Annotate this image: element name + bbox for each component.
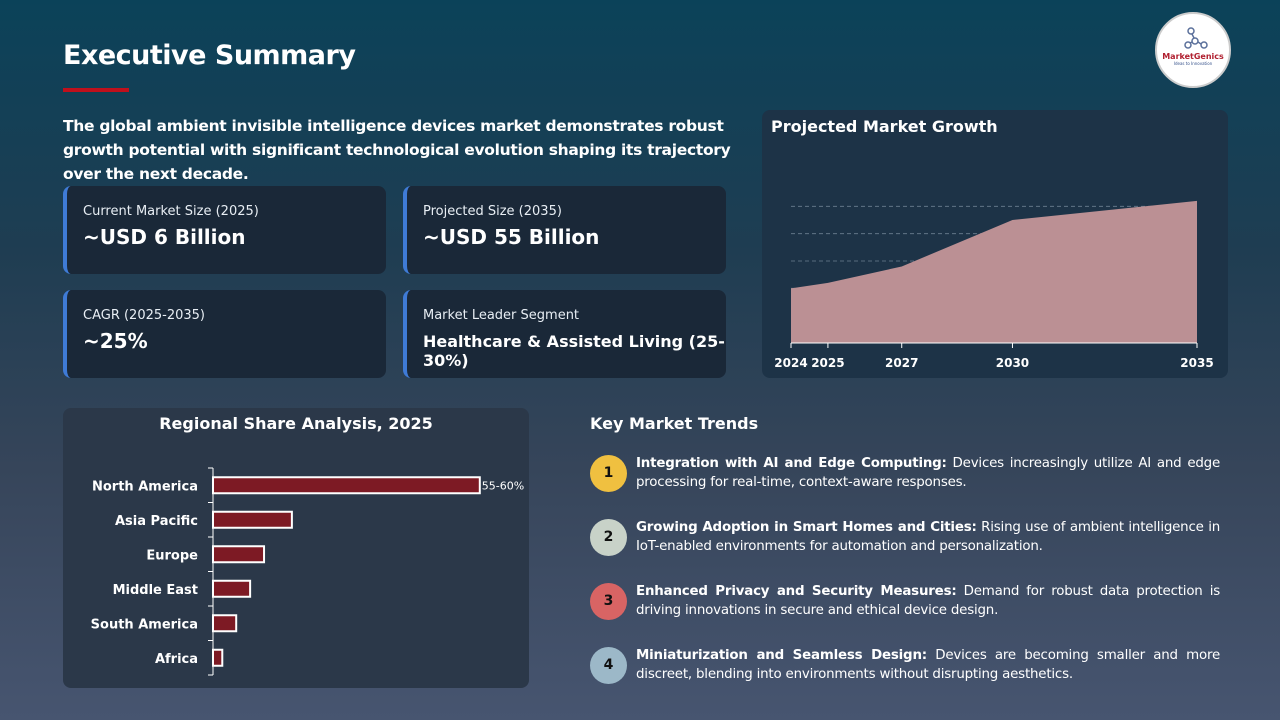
trend-heading: Enhanced Privacy and Security Measures: xyxy=(636,584,957,599)
trend-body: Rising use of ambient intelligence in Io… xyxy=(636,520,1220,554)
trend-item: 3 Enhanced Privacy and Security Measures:… xyxy=(590,582,1220,620)
trend-body: Devices increasingly utilize AI and edge… xyxy=(636,456,1220,490)
area-series xyxy=(791,200,1197,343)
bar xyxy=(212,648,224,667)
card-value: Healthcare & Assisted Living (25-30%) xyxy=(423,332,725,370)
category-label: Africa xyxy=(155,652,198,667)
trend-item: 1 Integration with AI and Edge Computing:… xyxy=(590,454,1220,492)
intro-text: The global ambient invisible intelligenc… xyxy=(63,117,731,183)
svg-text:MarketGenics: MarketGenics xyxy=(1162,52,1224,61)
marketgenics-logo: MarketGenics Ideas to Innovation xyxy=(1155,12,1231,88)
card-value: ~25% xyxy=(83,329,148,353)
trend-number-badge: 2 xyxy=(590,518,627,556)
trend-text: Miniaturization and Seamless Design: Dev… xyxy=(636,646,1220,684)
x-tick-label: 2030 xyxy=(996,356,1029,370)
bar xyxy=(212,476,481,495)
card-current-size: Current Market Size (2025) ~USD 6 Billion xyxy=(63,186,386,274)
projected-growth-panel: Projected Market Growth 2024 2025 2027 2030… xyxy=(762,110,1228,378)
category-label: Middle East xyxy=(113,583,198,598)
category-label: Europe xyxy=(146,548,198,563)
growth-chart-title: Projected Market Growth xyxy=(771,117,998,136)
title-underline xyxy=(63,88,129,92)
regional-share-panel: Regional Share Analysis, 2025 North Amer… xyxy=(63,408,529,688)
svg-text:Ideas to Innovation: Ideas to Innovation xyxy=(1174,61,1213,66)
growth-area-chart: 2024 2025 2027 2030 2035 xyxy=(774,200,1214,370)
x-tick-label: 2035 xyxy=(1180,356,1213,370)
bar xyxy=(212,579,252,598)
card-leader-segment: Market Leader Segment Healthcare & Assist… xyxy=(403,290,726,378)
card-label: Projected Size (2035) xyxy=(423,204,562,219)
category-label: North America xyxy=(92,479,198,494)
card-value: ~USD 6 Billion xyxy=(83,225,246,249)
bar xyxy=(212,510,293,529)
data-label: 55-60% xyxy=(482,479,524,492)
trend-item: 2 Growing Adoption in Smart Homes and Cit… xyxy=(590,518,1220,556)
trend-number-badge: 1 xyxy=(590,454,627,492)
card-label: Current Market Size (2025) xyxy=(83,204,259,219)
trend-body: Demand for robust data protection is dri… xyxy=(636,584,1220,618)
category-label: South America xyxy=(91,617,198,632)
page-title: Executive Summary xyxy=(63,40,356,71)
x-tick-label: 2027 xyxy=(885,356,918,370)
trend-text: Growing Adoption in Smart Homes and Citi… xyxy=(636,518,1220,556)
trend-number-badge: 4 xyxy=(590,646,627,684)
trend-heading: Miniaturization and Seamless Design: xyxy=(636,648,927,663)
card-label: CAGR (2025-2035) xyxy=(83,308,205,323)
region-chart-title: Regional Share Analysis, 2025 xyxy=(159,414,433,433)
trend-text: Enhanced Privacy and Security Measures: … xyxy=(636,582,1220,620)
trend-item: 4 Miniaturization and Seamless Design: De… xyxy=(590,646,1220,684)
x-tick-label: 2025 xyxy=(811,356,844,370)
bar xyxy=(212,614,238,633)
regional-bar-chart: North America 55-60% Asia Pacific Europe Mid… xyxy=(91,467,524,676)
trend-heading: Growing Adoption in Smart Homes and Citi… xyxy=(636,520,977,535)
trend-heading: Integration with AI and Edge Computing: xyxy=(636,456,947,471)
card-projected-size: Projected Size (2035) ~USD 55 Billion xyxy=(403,186,726,274)
trend-number-badge: 3 xyxy=(590,582,627,620)
card-cagr: CAGR (2025-2035) ~25% xyxy=(63,290,386,378)
trend-text: Integration with AI and Edge Computing: … xyxy=(636,454,1220,492)
card-label: Market Leader Segment xyxy=(423,308,580,323)
trends-title: Key Market Trends xyxy=(590,414,759,433)
x-tick-label: 2024 xyxy=(774,356,807,370)
category-label: Asia Pacific xyxy=(115,514,198,529)
trend-body: Devices are becoming smaller and more di… xyxy=(636,648,1220,682)
card-value: ~USD 55 Billion xyxy=(423,225,600,249)
bar xyxy=(212,545,266,564)
